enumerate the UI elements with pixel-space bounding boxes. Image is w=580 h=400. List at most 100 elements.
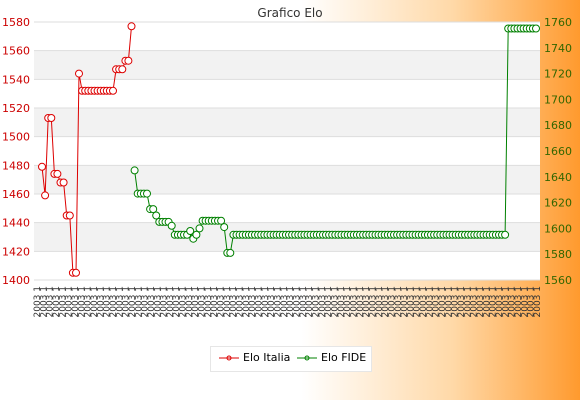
- x-tick-label: 2003 1: [368, 286, 378, 318]
- x-tick-label: 2003 1: [349, 286, 359, 318]
- x-tick-label: 2003 1: [198, 286, 208, 318]
- x-tick-label: 2003 1: [413, 286, 423, 318]
- x-tick-label: 2003 1: [362, 286, 372, 318]
- data-point-elo-italia: [127, 22, 136, 31]
- data-point-elo-fide: [186, 227, 195, 235]
- data-point-elo-italia: [75, 69, 83, 78]
- x-tick-label: 2003 1: [463, 286, 473, 318]
- x-tick-label: 2003 1: [210, 286, 220, 318]
- x-tick-label: 2003 1: [425, 286, 435, 318]
- chart-title: Grafico Elo: [257, 6, 322, 20]
- right-tick-label: 1640: [544, 171, 572, 184]
- x-tick-label: 2003 1: [172, 286, 182, 318]
- data-point-elo-italia: [53, 169, 62, 178]
- x-tick-label: 2003 1: [406, 286, 416, 318]
- data-point-elo-italia: [118, 65, 127, 74]
- data-point-elo-fide: [226, 248, 235, 257]
- right-tick-label: 1740: [544, 42, 572, 55]
- data-point-elo-fide: [149, 205, 158, 214]
- x-tick-label: 2003 1: [134, 286, 144, 318]
- x-tick-label: 2003 1: [166, 286, 176, 318]
- x-tick-label: 2003 1: [84, 286, 94, 318]
- data-point-elo-fide: [532, 24, 540, 33]
- left-tick-label: 1440: [2, 217, 30, 230]
- x-tick-label: 2003 1: [495, 286, 505, 318]
- data-point-elo-fide: [501, 230, 510, 239]
- series-elo-fide: [130, 166, 506, 257]
- x-tick-label: 2003 1: [527, 286, 537, 318]
- x-tick-label: 2003 1: [476, 286, 486, 318]
- legend-label-elo-fide: Elo FIDE: [321, 351, 367, 364]
- x-tick-label: 2003 1: [311, 286, 321, 318]
- right-axis-tick-labels: 1560 1580 1600 1620 1640 1660 1680 1700 1720 1740…: [544, 16, 572, 287]
- legend-label-elo-italia: Elo Italia: [243, 351, 291, 364]
- left-tick-label: 1420: [2, 245, 30, 258]
- left-tick-label: 1520: [2, 102, 30, 115]
- right-tick-label: 1720: [544, 68, 572, 81]
- right-tick-label: 1560: [544, 274, 572, 287]
- left-tick-label: 1540: [2, 73, 30, 86]
- x-tick-label: 2003 1: [470, 286, 480, 318]
- x-tick-label: 2003 1: [122, 286, 132, 318]
- right-tick-label: 1600: [544, 222, 572, 235]
- left-tick-label: 1480: [2, 159, 30, 172]
- data-point-elo-italia: [59, 178, 68, 187]
- legend: Elo Italia Elo FIDE: [210, 346, 372, 372]
- x-tick-label: 2003 1: [520, 286, 530, 318]
- data-point-elo-italia: [109, 86, 117, 95]
- right-tick-label: 1580: [544, 248, 572, 261]
- right-tick-label: 1620: [544, 197, 572, 210]
- x-tick-label: 2003 1: [501, 286, 511, 318]
- grid-band: [34, 50, 540, 80]
- series-elo-fide: [501, 24, 540, 239]
- x-tick-label: 2003 1: [274, 286, 284, 318]
- x-tick-label: 2003 1: [489, 286, 499, 318]
- x-tick-label: 2003 1: [444, 286, 454, 318]
- x-tick-label: 2003 1: [438, 286, 448, 318]
- x-tick-label: 2003 1: [261, 286, 271, 318]
- x-tick-label: 2003 1: [337, 286, 347, 318]
- x-tick-label: 2003 1: [533, 286, 543, 318]
- x-tick-label: 2003 1: [204, 286, 214, 318]
- x-tick-label: 2003 1: [400, 286, 410, 318]
- x-tick-label: 2003 1: [508, 286, 518, 318]
- x-tick-label: 2003 1: [356, 286, 366, 318]
- x-tick-label: 2003 1: [103, 286, 113, 318]
- left-tick-label: 1560: [2, 45, 30, 58]
- data-point-elo-fide: [130, 166, 139, 175]
- x-tick-label: 2003 1: [375, 286, 385, 318]
- x-tick-label: 2003 1: [160, 286, 170, 318]
- x-tick-label: 2003 1: [52, 286, 62, 318]
- legend-marker-elo-italia: [219, 355, 239, 361]
- left-tick-label: 1500: [2, 131, 30, 144]
- left-tick-label: 1580: [2, 16, 30, 29]
- x-tick-label: 2003 1: [179, 286, 189, 318]
- x-tick-label: 2003 1: [292, 286, 302, 318]
- x-tick-label: 2003 1: [65, 286, 75, 318]
- x-tick-label: 2003 1: [96, 286, 106, 318]
- data-point-elo-fide: [192, 230, 201, 239]
- x-tick-label: 2003 1: [305, 286, 315, 318]
- x-tick-label: 2003 1: [236, 286, 246, 318]
- x-tick-label: 2003 1: [343, 286, 353, 318]
- x-tick-label: 2003 1: [229, 286, 239, 318]
- x-tick-label: 2003 1: [33, 286, 43, 318]
- x-tick-label: 2003 1: [286, 286, 296, 318]
- x-tick-label: 2003 1: [457, 286, 467, 318]
- right-tick-label: 1760: [544, 16, 572, 29]
- x-tick-label: 2003 1: [90, 286, 100, 318]
- x-tick-label: 2003 1: [191, 286, 201, 318]
- data-point-elo-fide: [220, 223, 229, 232]
- x-tick-label: 2003 1: [58, 286, 68, 318]
- series-layer: [38, 22, 540, 277]
- x-tick-label: 2003 1: [381, 286, 391, 318]
- x-tick-label: 2003 1: [77, 286, 87, 318]
- x-tick-label: 2003 1: [185, 286, 195, 318]
- left-axis-tick-labels: 1400 1420 1440 1460 1480 1500 1520 1540 1560 1580: [2, 16, 30, 287]
- right-tick-label: 1700: [544, 93, 572, 106]
- data-point-elo-italia: [38, 162, 46, 171]
- x-tick-label: 2003 1: [299, 286, 309, 318]
- x-tick-label: 2003 1: [330, 286, 340, 318]
- x-tick-label: 2003 1: [223, 286, 233, 318]
